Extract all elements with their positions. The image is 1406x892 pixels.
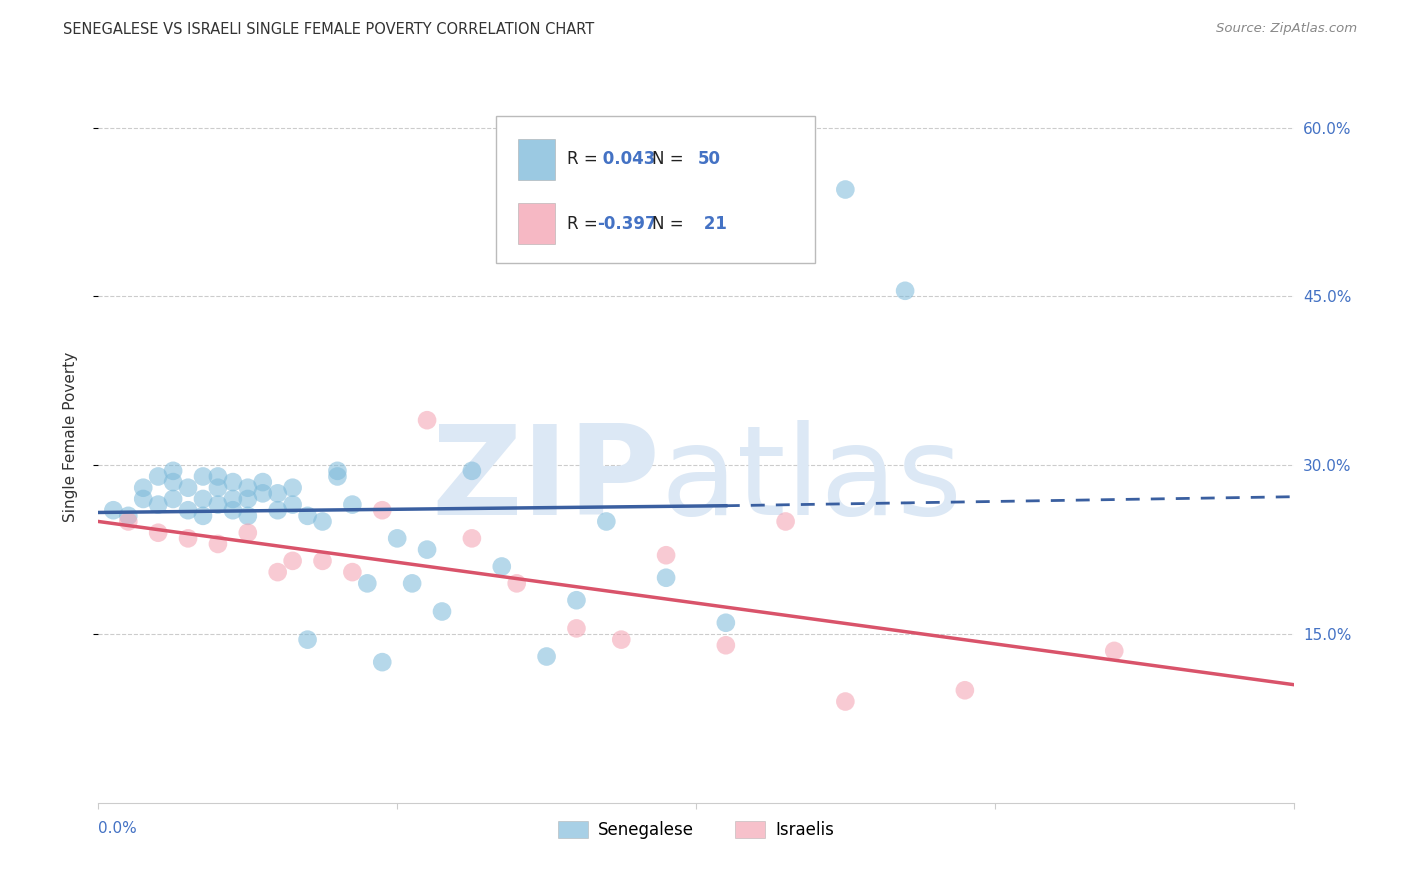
Point [416,413,439,427]
Point [236,481,259,495]
Point [236,525,259,540]
Text: 0.0%: 0.0% [98,821,138,836]
Y-axis label: Single Female Poverty: Single Female Poverty [63,352,77,522]
Point [356,576,378,591]
Point [714,638,737,652]
Point [281,498,304,512]
Point [565,593,588,607]
Text: 50: 50 [697,150,721,169]
Point [162,491,184,506]
Text: atlas: atlas [661,420,962,541]
Point [162,475,184,489]
Point [461,532,484,546]
Text: N =: N = [652,150,689,169]
Text: 0.043: 0.043 [598,150,655,169]
Point [342,498,364,512]
Point [207,469,229,483]
Text: Source: ZipAtlas.com: Source: ZipAtlas.com [1216,22,1357,36]
Point [297,508,319,523]
Point [207,537,229,551]
Text: ZIP: ZIP [432,420,661,541]
Point [222,503,245,517]
Point [177,481,200,495]
Point [416,542,439,557]
Point [834,694,856,708]
Point [191,469,214,483]
Point [281,554,304,568]
Point [565,621,588,635]
Point [401,576,423,591]
Point [297,632,319,647]
Point [236,491,259,506]
Point [191,491,214,506]
Point [506,576,529,591]
Point [252,475,274,489]
Point [371,503,394,517]
Point [267,486,290,500]
Point [132,481,155,495]
Point [117,515,139,529]
Point [461,464,484,478]
Point [655,571,678,585]
Point [610,632,633,647]
Point [953,683,976,698]
Point [430,605,453,619]
Point [132,491,155,506]
Point [311,515,333,529]
Point [326,469,349,483]
Point [103,503,125,517]
Point [177,532,200,546]
Point [281,481,304,495]
Point [595,515,617,529]
Point [775,515,797,529]
Point [894,284,917,298]
Point [191,508,214,523]
Point [222,491,245,506]
Point [148,525,170,540]
Legend: Senegalese, Israelis: Senegalese, Israelis [551,814,841,846]
Point [162,464,184,478]
Text: R =: R = [567,150,603,169]
Text: SENEGALESE VS ISRAELI SINGLE FEMALE POVERTY CORRELATION CHART: SENEGALESE VS ISRAELI SINGLE FEMALE POVE… [63,22,595,37]
Point [714,615,737,630]
Point [655,548,678,562]
Point [1104,644,1126,658]
Point [252,486,274,500]
Point [342,565,364,579]
Point [385,532,409,546]
Point [491,559,513,574]
Text: N =: N = [652,215,689,233]
Text: -0.397: -0.397 [598,215,657,233]
Point [207,498,229,512]
Point [236,508,259,523]
Point [267,565,290,579]
Point [148,498,170,512]
Text: 21: 21 [697,215,727,233]
Point [222,475,245,489]
Point [148,469,170,483]
Point [311,554,333,568]
Point [536,649,558,664]
Point [267,503,290,517]
Point [117,508,139,523]
Point [326,464,349,478]
Point [834,182,856,196]
Point [177,503,200,517]
Point [207,481,229,495]
Text: R =: R = [567,215,603,233]
Point [371,655,394,669]
